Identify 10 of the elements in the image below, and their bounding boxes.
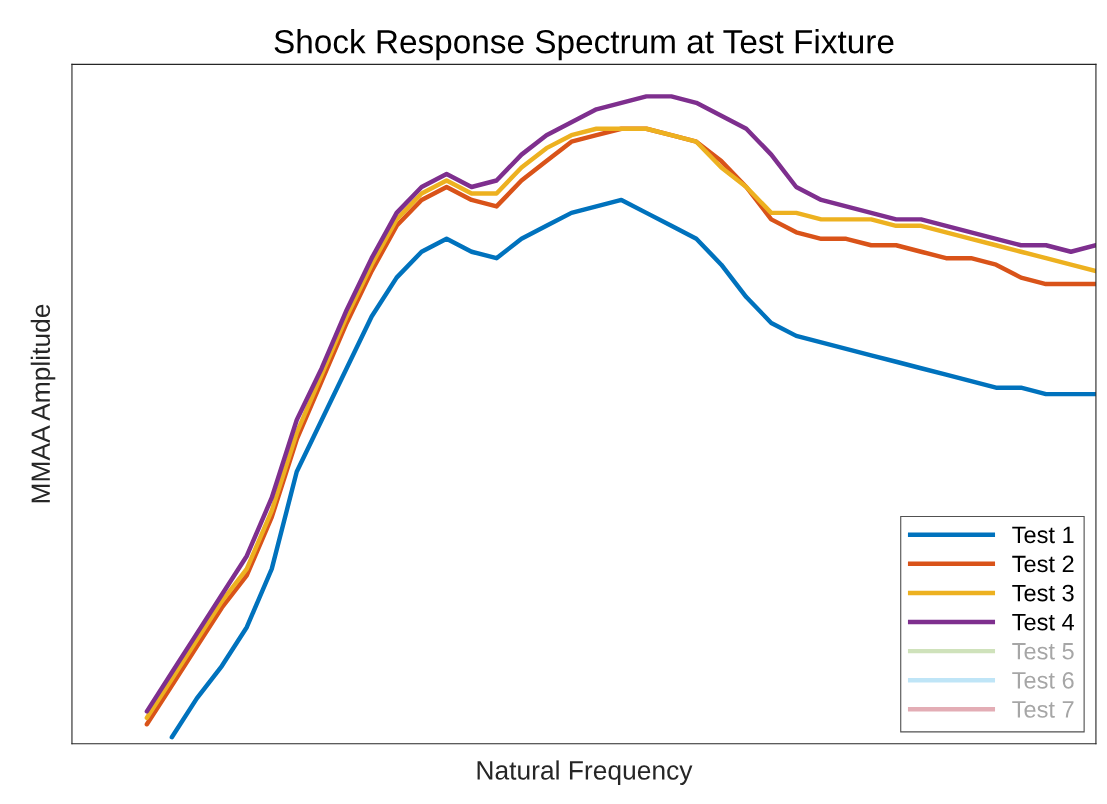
legend-label: Test 3	[1012, 584, 1074, 602]
legend-label: Test 5	[1012, 643, 1074, 660]
legend-label: Test 7	[1012, 701, 1074, 718]
x-axis-title: Natural Frequency	[477, 760, 693, 785]
y-axis-title: MMAA Amplitude	[30, 304, 56, 503]
legend-label: Test 1	[1012, 526, 1074, 544]
legend-label: Test 2	[1012, 555, 1074, 573]
legend-label: Test 6	[1012, 671, 1074, 689]
chart-title: Shock Response Spectrum at Test Fixture	[274, 29, 894, 61]
legend-label: Test 4	[1012, 614, 1074, 631]
